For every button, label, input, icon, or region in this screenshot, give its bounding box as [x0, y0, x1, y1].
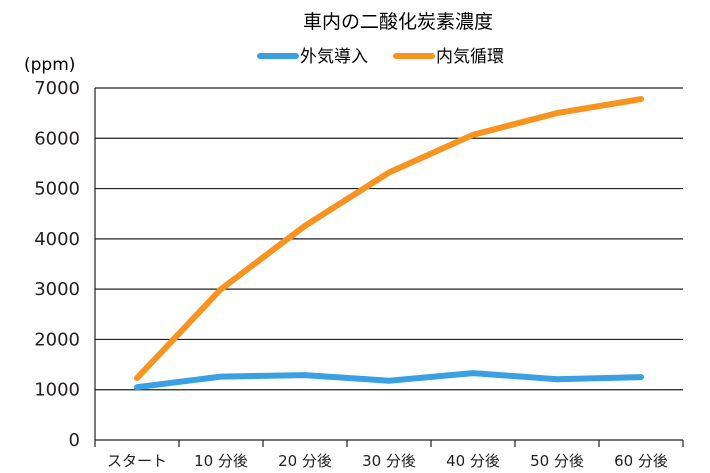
- x-tick-label: 20 分後: [278, 452, 332, 470]
- x-tick-label: 30 分後: [362, 452, 416, 470]
- data-point: [472, 134, 474, 136]
- data-point: [388, 171, 390, 173]
- y-tick-label: 4000: [34, 229, 80, 250]
- data-point: [640, 376, 642, 378]
- y-tick-label: 5000: [34, 179, 80, 200]
- y-tick-label: 3000: [34, 279, 80, 300]
- data-point: [304, 225, 306, 227]
- data-point: [220, 376, 222, 378]
- x-tick-label: 10 分後: [194, 452, 248, 470]
- data-point: [136, 377, 138, 379]
- y-tick-label: 1000: [34, 380, 80, 401]
- series-line-outside-air: [134, 370, 644, 391]
- y-tick-label: 0: [69, 430, 80, 451]
- plot-area: 0 1000 2000 3000 4000 5000 6000 7000 スタート 10 分後 20…: [34, 78, 684, 470]
- data-point: [220, 288, 222, 290]
- data-point: [472, 372, 474, 374]
- y-tick-label: 7000: [34, 78, 80, 99]
- x-tick-label: 60 分後: [614, 452, 668, 470]
- x-tick-label: 50 分後: [530, 452, 584, 470]
- legend-label-recirculation: 内気循環: [436, 47, 504, 67]
- data-point: [640, 98, 642, 100]
- y-axis-unit-label: (ppm): [24, 55, 75, 75]
- data-point: [388, 380, 390, 382]
- y-tick-label: 6000: [34, 128, 80, 149]
- x-tick-label: 40 分後: [446, 452, 500, 470]
- data-point: [556, 378, 558, 380]
- y-tick-label: 2000: [34, 329, 80, 350]
- x-tick-label: スタート: [107, 452, 167, 470]
- chart-title: 車内の二酸化炭素濃度: [303, 11, 493, 33]
- data-point: [304, 374, 306, 376]
- legend-label-outside-air: 外気導入: [300, 47, 368, 67]
- data-point: [556, 112, 558, 114]
- data-point: [136, 386, 138, 388]
- legend: 外気導入 内気循環: [257, 47, 504, 67]
